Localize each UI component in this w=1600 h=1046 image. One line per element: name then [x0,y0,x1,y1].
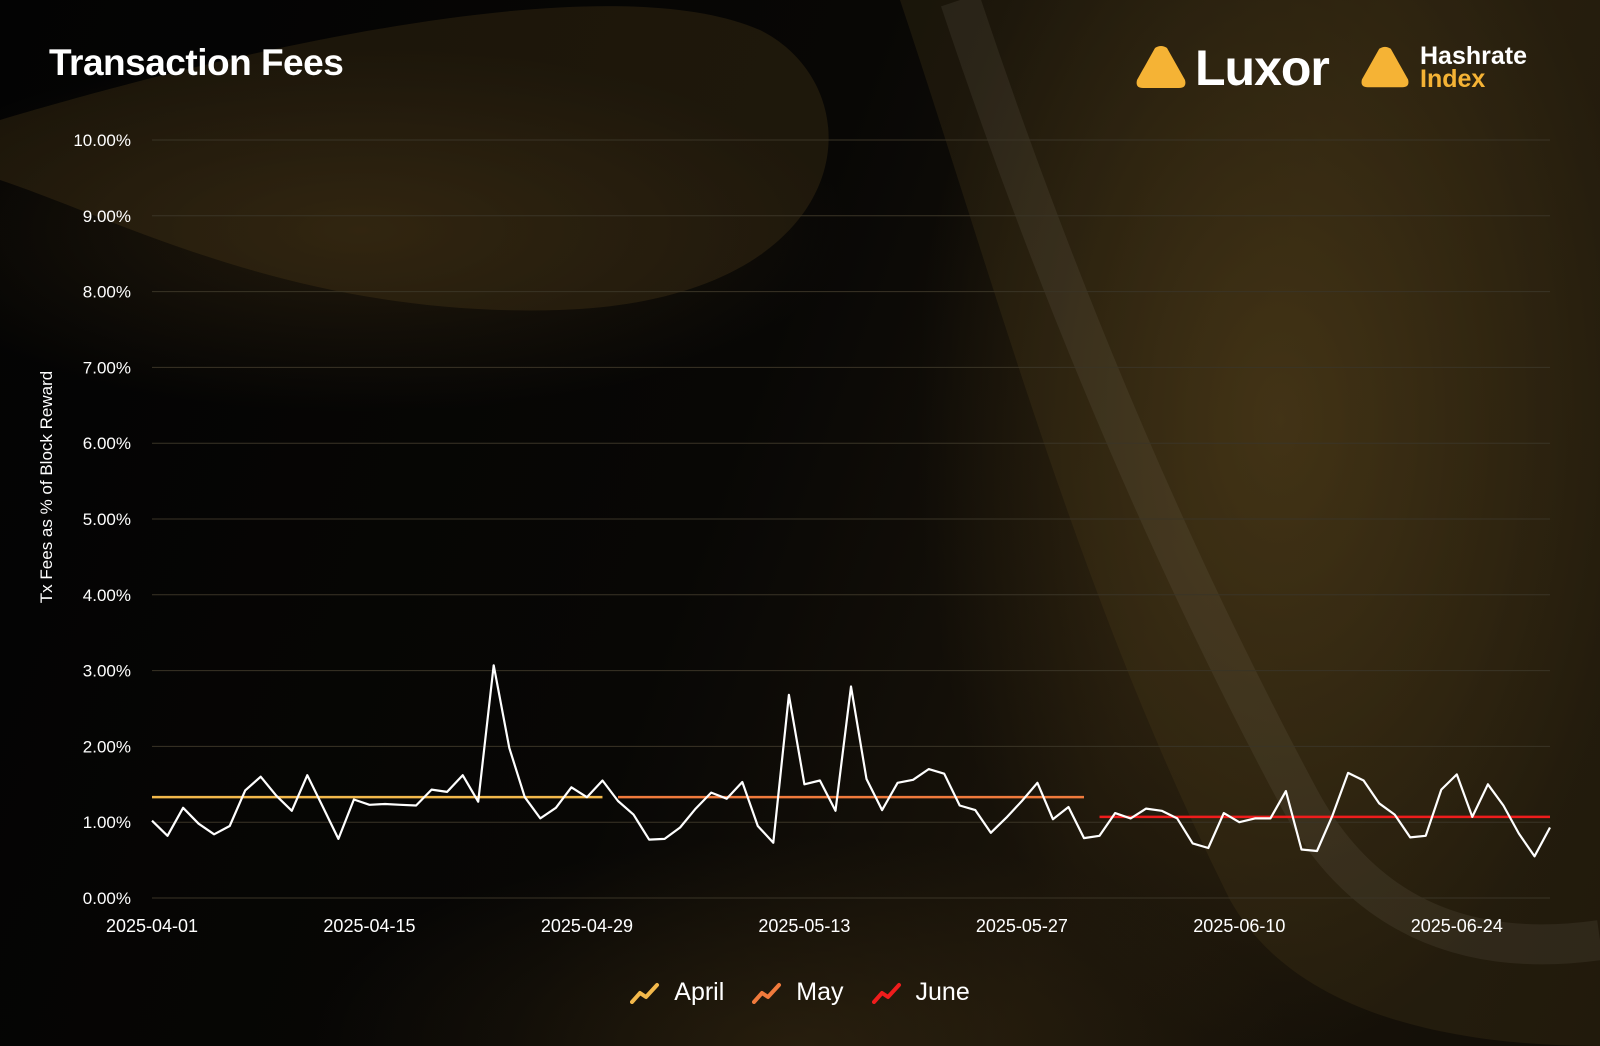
x-axis-ticks: 2025-04-01 2025-04-15 2025-04-29 2025-05-13… [106,916,1503,936]
y-tick-label: 1.00% [83,813,131,832]
hashrate-index-wordmark: Hashrate Index [1420,42,1527,93]
y-tick-label: 6.00% [83,434,131,453]
monthly-average-lines [152,795,1550,819]
legend-line-icon [871,982,901,1004]
y-tick-label: 9.00% [83,207,131,226]
y-tick-label: 4.00% [83,586,131,605]
y-tick-label: 0.00% [83,889,131,908]
y-tick-label: 8.00% [83,283,131,302]
y-axis-ticks: 10.00% 9.00% 8.00% 7.00% 6.00% 5.00% 4.00% 3.00… [73,131,131,908]
x-tick-label: 2025-06-24 [1411,916,1503,936]
series-layer [151,664,1551,858]
legend-line-icon [752,982,782,1004]
x-tick-label: 2025-04-01 [106,916,198,936]
legend-label: May [796,978,844,1006]
legend-item-may: May [752,978,844,1007]
x-tick-label: 2025-04-29 [541,916,633,936]
index-word: Index [1420,65,1486,93]
legend-label: June [915,978,970,1006]
chart-title: Transaction Fees [49,42,344,83]
x-tick-label: 2025-04-15 [323,916,415,936]
luxor-logo: Luxor [1135,40,1330,96]
brand-logos: Luxor Hashrate Index [1135,40,1555,96]
x-tick-label: 2025-05-13 [758,916,850,936]
legend-item-june: June [871,978,970,1007]
hashrate-index-logo: Hashrate Index [1360,42,1527,94]
series-line-tx-fees [151,664,1551,858]
y-tick-label: 3.00% [83,662,131,681]
x-tick-label: 2025-06-10 [1193,916,1285,936]
y-tick-label: 7.00% [83,358,131,377]
legend-label: April [674,978,725,1006]
hashrate-index-mark-icon [1361,46,1409,88]
y-axis-label: Tx Fees as % of Block Reward [37,371,56,603]
y-tick-label: 2.00% [83,737,131,756]
chart-legend: April May June [0,978,1600,1007]
grid-lines [152,139,1550,899]
legend-item-april: April [630,978,724,1007]
luxor-mark-icon [1136,46,1186,88]
x-tick-label: 2025-05-27 [976,916,1068,936]
hashrate-word: Hashrate [1420,42,1527,70]
y-tick-label: 10.00% [73,131,131,150]
legend-line-icon [630,982,660,1004]
y-tick-label: 5.00% [83,510,131,529]
luxor-wordmark: Luxor [1195,40,1330,96]
